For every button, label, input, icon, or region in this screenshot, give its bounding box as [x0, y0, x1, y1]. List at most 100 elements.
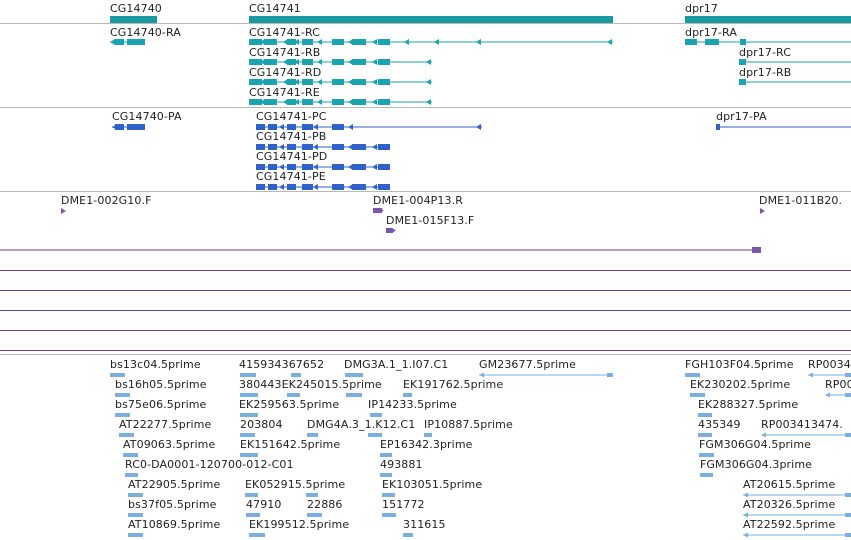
est-strand-arrow[interactable]	[743, 492, 748, 498]
protein-strand-arrow[interactable]	[360, 164, 365, 170]
protein-strand-arrow[interactable]	[279, 184, 284, 190]
est-strand-arrow[interactable]	[743, 512, 748, 518]
protein-strand-arrow[interactable]	[279, 144, 284, 150]
est-label[interactable]: 203804	[240, 418, 283, 431]
transcript-exon[interactable]	[249, 79, 262, 85]
est-bar[interactable]	[287, 393, 300, 397]
est-label[interactable]: IP10887.5prime	[424, 418, 513, 431]
protein-exon[interactable]	[352, 184, 366, 190]
est-label[interactable]: EK259563.5prime	[239, 398, 340, 411]
transcript-exon[interactable]	[264, 59, 277, 65]
est-label[interactable]: DMG4A.3_1.K12.C1	[307, 418, 416, 431]
est-bar[interactable]	[115, 413, 130, 417]
est-bar[interactable]	[845, 493, 851, 497]
transcript-strand-arrow[interactable]	[294, 39, 299, 45]
transcript-exon[interactable]	[352, 59, 366, 65]
transcript-strand-arrow[interactable]	[426, 59, 431, 65]
transcript-strand-arrow[interactable]	[360, 99, 365, 105]
protein-strand-arrow[interactable]	[301, 124, 306, 130]
est-bar[interactable]	[307, 513, 322, 517]
transcript-strand-arrow[interactable]	[336, 99, 341, 105]
est-bar[interactable]	[700, 473, 713, 477]
protein-strand-arrow[interactable]	[348, 184, 353, 190]
clone-strand-arrow[interactable]	[61, 208, 66, 214]
protein-strand-arrow[interactable]	[476, 124, 481, 130]
transcript-strand-arrow[interactable]	[372, 39, 377, 45]
est-label[interactable]: 435349	[698, 418, 741, 431]
transcript-label[interactable]: CG14741-RC	[249, 26, 320, 39]
protein-strand-arrow[interactable]	[336, 184, 341, 190]
est-bar[interactable]	[119, 433, 134, 437]
clone-label[interactable]: DME1-011B20.	[759, 194, 843, 207]
transcript-exon[interactable]	[685, 39, 697, 45]
transcript-exon[interactable]	[740, 39, 746, 45]
est-bar[interactable]	[403, 533, 413, 537]
est-bar[interactable]	[607, 373, 613, 377]
transcript-strand-arrow[interactable]	[348, 99, 353, 105]
protein-strand-arrow[interactable]	[313, 184, 318, 190]
est-bar[interactable]	[698, 413, 712, 417]
protein-exon[interactable]	[302, 184, 313, 190]
transcript-strand-arrow[interactable]	[306, 99, 311, 105]
protein-exon[interactable]	[352, 164, 366, 170]
transcript-label[interactable]: dpr17-RC	[739, 46, 792, 59]
est-bar[interactable]	[240, 393, 258, 397]
est-bar[interactable]	[368, 433, 382, 437]
transcript-strand-arrow[interactable]	[260, 39, 265, 45]
protein-label[interactable]: CG14741-PD	[256, 150, 328, 163]
clone-label[interactable]: DME1-002G10.F	[61, 194, 152, 207]
est-label[interactable]: RP00	[825, 378, 851, 391]
transcript-exon[interactable]	[739, 79, 746, 85]
transcript-label[interactable]: dpr17-RA	[685, 26, 737, 39]
est-label[interactable]: EK288327.5prime	[698, 398, 799, 411]
transcript-strand-arrow[interactable]	[283, 79, 288, 85]
protein-label[interactable]: CG14741-PE	[256, 170, 326, 183]
est-label[interactable]: AT22592.5prime	[743, 518, 836, 531]
transcript-strand-arrow[interactable]	[110, 39, 115, 45]
transcript-strand-arrow[interactable]	[272, 39, 277, 45]
transcript-strand-arrow[interactable]	[384, 79, 389, 85]
protein-strand-arrow[interactable]	[372, 164, 377, 170]
est-label[interactable]: EK230202.5prime	[690, 378, 791, 391]
est-label[interactable]: AT20326.5prime	[743, 498, 836, 511]
protein-exon[interactable]	[352, 144, 366, 150]
transcript-strand-arrow[interactable]	[372, 79, 377, 85]
transcript-strand-arrow[interactable]	[372, 59, 377, 65]
protein-exon[interactable]	[302, 164, 313, 170]
est-label[interactable]: 22886	[307, 498, 343, 511]
protein-label[interactable]: dpr17-PA	[716, 110, 767, 123]
est-label[interactable]: EK103051.5prime	[382, 478, 483, 491]
transcript-exon[interactable]	[705, 39, 719, 45]
clone-bar[interactable]	[373, 208, 382, 213]
est-bar[interactable]	[370, 413, 382, 417]
protein-strand-arrow[interactable]	[258, 124, 263, 130]
protein-strand-arrow[interactable]	[336, 164, 341, 170]
transcript-exon[interactable]	[264, 99, 277, 105]
est-bar[interactable]	[125, 473, 138, 477]
clone-bar[interactable]	[386, 228, 393, 233]
est-bar[interactable]	[845, 393, 851, 397]
transcript-strand-arrow[interactable]	[283, 39, 288, 45]
protein-strand-arrow[interactable]	[258, 184, 263, 190]
est-strand-arrow[interactable]	[743, 532, 748, 538]
est-bar[interactable]	[345, 373, 363, 377]
transcript-strand-arrow[interactable]	[283, 59, 288, 65]
est-label[interactable]: EP16342.3prime	[380, 438, 473, 451]
protein-label[interactable]: CG14740-PA	[112, 110, 182, 123]
protein-strand-arrow[interactable]	[384, 144, 389, 150]
transcript-exon[interactable]	[264, 79, 277, 85]
transcript-strand-arrow[interactable]	[306, 59, 311, 65]
protein-strand-arrow[interactable]	[313, 144, 318, 150]
transcript-strand-arrow[interactable]	[426, 79, 431, 85]
transcript-strand-arrow[interactable]	[306, 39, 311, 45]
transcript-label[interactable]: CG14740-RA	[110, 26, 181, 39]
protein-strand-arrow[interactable]	[348, 124, 353, 130]
est-bar[interactable]	[128, 533, 143, 537]
est-label[interactable]: GM23677.5prime	[479, 358, 576, 371]
protein-strand-arrow[interactable]	[268, 144, 273, 150]
transcript-strand-arrow[interactable]	[294, 59, 299, 65]
protein-strand-arrow[interactable]	[290, 144, 295, 150]
est-bar[interactable]	[249, 533, 265, 537]
transcript-label[interactable]: dpr17-RB	[739, 66, 792, 79]
transcript-strand-arrow[interactable]	[336, 59, 341, 65]
